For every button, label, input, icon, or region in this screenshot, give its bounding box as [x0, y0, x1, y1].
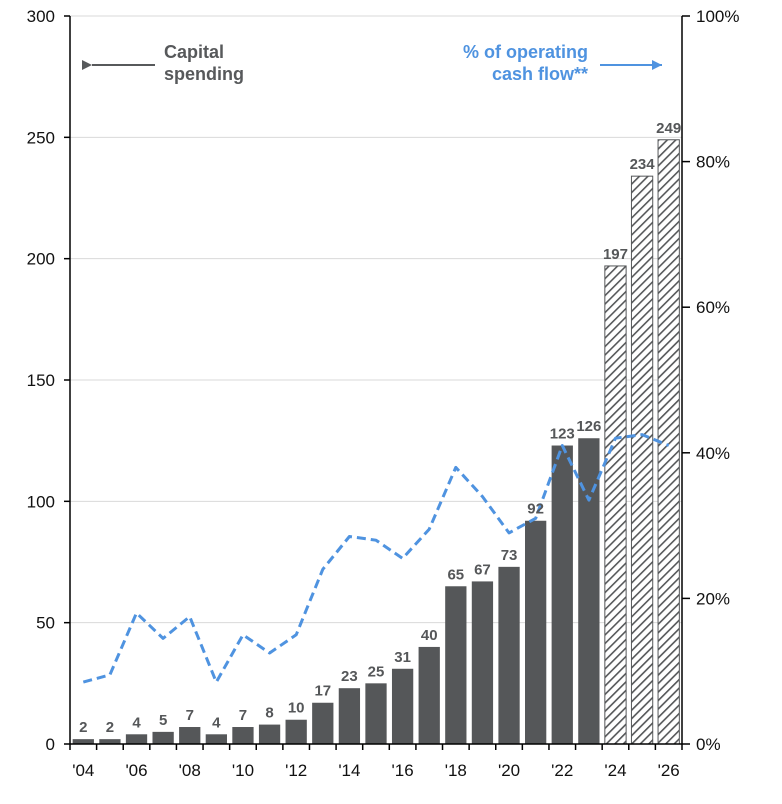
bar-2009	[205, 734, 227, 744]
left-tick-label-200: 200	[27, 250, 55, 269]
left-tick-label-100: 100	[27, 492, 55, 511]
left-tick-label-50: 50	[36, 614, 55, 633]
bar-2021	[525, 520, 547, 744]
bar-2020	[498, 566, 520, 744]
capital-label-line1: Capital	[164, 42, 224, 62]
x-tick-label-2024: '24	[604, 761, 626, 780]
bar-2016	[391, 668, 414, 744]
annotation-capital-spending: Capital spending	[82, 42, 244, 84]
bar-2019	[471, 581, 494, 744]
bar-2012	[285, 719, 307, 744]
bar-label-2018: 65	[447, 566, 464, 583]
x-tick-label-2008: '08	[179, 761, 201, 780]
bar-2023	[578, 438, 600, 744]
x-tick-label-2022: '22	[551, 761, 573, 780]
bar-label-2015: 25	[368, 663, 385, 680]
left-tick-label-0: 0	[46, 735, 55, 754]
x-tick-label-2020: '20	[498, 761, 520, 780]
bar-label-2013: 17	[314, 683, 331, 700]
bar-data-labels: 2 2 4 5 7 4 7 8 10 17 23 25 31 40 65 67 73 92 123 126 197 234…	[79, 120, 681, 736]
x-tick-label-2010: '10	[232, 761, 254, 780]
annotation-pct-operating-cash-flow: % of operating cash flow**	[463, 42, 662, 84]
bar-2004	[72, 739, 94, 744]
right-tick-label-40%: 40%	[696, 444, 730, 463]
bar-2011	[258, 724, 281, 744]
bar-label-2021: 92	[527, 501, 544, 518]
x-tick-label-2006: '06	[125, 761, 147, 780]
x-tick-label-2012: '12	[285, 761, 307, 780]
bar-label-2016: 31	[394, 649, 411, 666]
bar-label-2005: 2	[106, 719, 114, 736]
right-tick-label-100%: 100%	[696, 7, 739, 26]
right-tick-label-60%: 60%	[696, 298, 730, 317]
x-tick-label-2016: '16	[392, 761, 414, 780]
bar-label-2014: 23	[341, 668, 358, 685]
bar-label-2017: 40	[421, 627, 438, 644]
capital-label-line2: spending	[164, 64, 244, 84]
bar-label-2025: 234	[630, 156, 656, 173]
bar-2006	[125, 734, 148, 744]
bar-2005	[99, 739, 121, 744]
bar-label-2007: 5	[159, 712, 167, 729]
bar-label-2024: 197	[603, 246, 628, 263]
bar-label-2011: 8	[265, 705, 273, 722]
bar-2014	[338, 688, 361, 744]
bar-label-2012: 10	[288, 700, 305, 717]
bar-2018	[445, 586, 467, 744]
bar-2015	[365, 683, 387, 744]
line-pct-operating-cash-flow	[82, 433, 670, 684]
x-tick-label-2004: '04	[72, 761, 94, 780]
bar-label-2023: 126	[576, 418, 601, 435]
axes: 0 50 100 150 200 250 300 0% 20% 40% 60% 80% 100% '04 '…	[27, 7, 740, 780]
bar-label-2020: 73	[501, 547, 518, 564]
bar-2022	[551, 445, 573, 744]
bar-2010	[232, 727, 254, 744]
x-tick-label-2018: '18	[445, 761, 467, 780]
pct-line-path	[82, 433, 670, 684]
bar-2024	[604, 265, 627, 745]
bar-label-2009: 4	[212, 714, 221, 731]
bar-2013	[312, 702, 334, 744]
bars-capital-spending	[72, 139, 680, 745]
right-tick-label-20%: 20%	[696, 589, 730, 608]
bar-2008	[179, 727, 201, 744]
x-tick-label-2014: '14	[338, 761, 360, 780]
bar-2025	[630, 175, 654, 745]
bar-label-2019: 67	[474, 561, 491, 578]
bar-2017	[418, 646, 440, 744]
bar-label-2004: 2	[79, 719, 87, 736]
left-tick-label-250: 250	[27, 128, 55, 147]
pct-label-line2: cash flow**	[492, 64, 588, 84]
bar-label-2008: 7	[186, 707, 194, 724]
bar-label-2010: 7	[239, 707, 247, 724]
x-tick-label-2026: '26	[658, 761, 680, 780]
right-tick-label-80%: 80%	[696, 153, 730, 172]
left-tick-label-150: 150	[27, 371, 55, 390]
right-tick-label-0%: 0%	[696, 735, 721, 754]
pct-label-line1: % of operating	[463, 42, 588, 62]
bar-label-2026: 249	[656, 120, 681, 137]
left-tick-label-300: 300	[27, 7, 55, 26]
bar-2007	[152, 731, 174, 744]
bar-label-2022: 123	[550, 426, 575, 443]
bar-label-2006: 4	[132, 714, 141, 731]
